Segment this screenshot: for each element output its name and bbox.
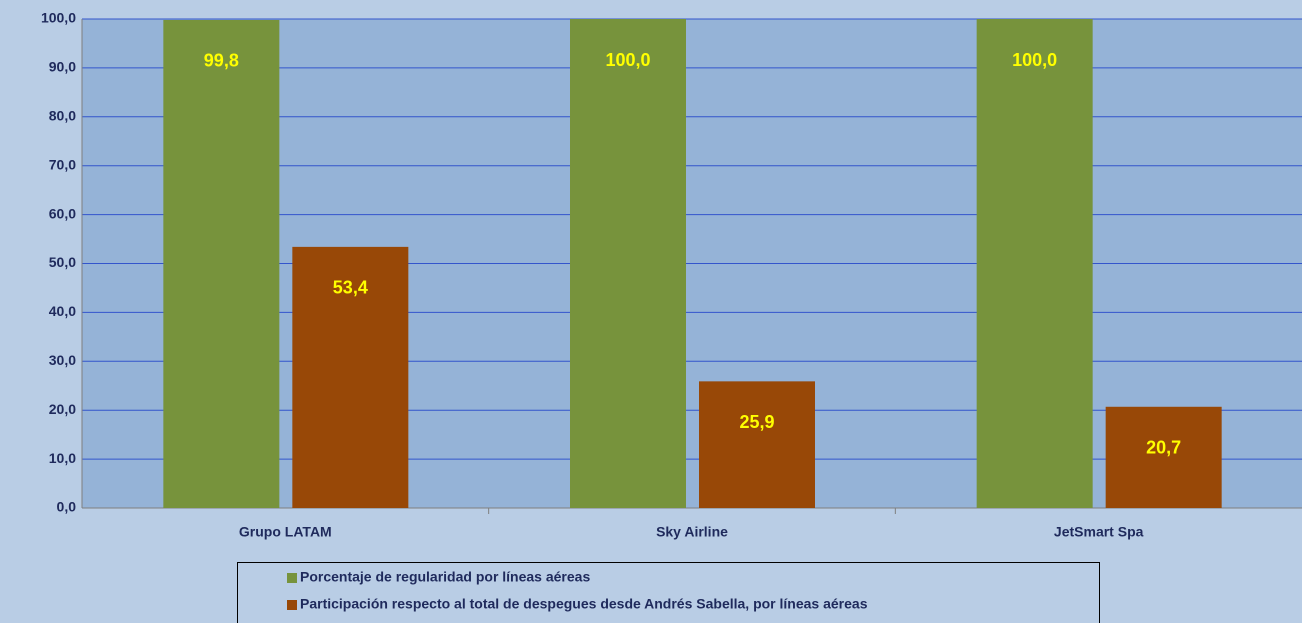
y-tick-label: 30,0 [49,352,76,368]
y-tick-label: 60,0 [49,205,76,221]
x-tick-label: JetSmart Spa [1054,524,1144,540]
bar [1105,406,1222,508]
value-label: 99,8 [204,51,239,71]
y-tick-label: 10,0 [49,450,76,466]
value-label: 100,0 [605,50,650,70]
legend-label: Porcentaje de regularidad por líneas aér… [300,569,590,585]
legend-label: Participación respecto al total de despe… [300,596,868,612]
bar [163,19,280,509]
y-tick-label: 100,0 [41,10,76,26]
y-tick-label: 80,0 [49,108,76,124]
legend-box [237,562,1100,623]
bar [292,246,409,508]
x-tick-label: Sky Airline [656,524,728,540]
legend-swatch [287,600,297,610]
y-tick-label: 70,0 [49,156,76,172]
y-tick-label: 40,0 [49,303,76,319]
value-label: 20,7 [1146,438,1181,458]
y-tick-label: 90,0 [49,59,76,75]
bar [699,381,815,508]
bar [570,19,686,508]
value-label: 25,9 [739,412,774,432]
y-tick-label: 20,0 [49,401,76,417]
y-tick-label: 0,0 [57,499,77,515]
bar [976,19,1093,508]
x-tick-label: Grupo LATAM [239,524,332,540]
value-label: 100,0 [1012,50,1057,70]
value-label: 53,4 [333,278,368,298]
legend-swatch [287,573,297,583]
y-tick-label: 50,0 [49,254,76,270]
